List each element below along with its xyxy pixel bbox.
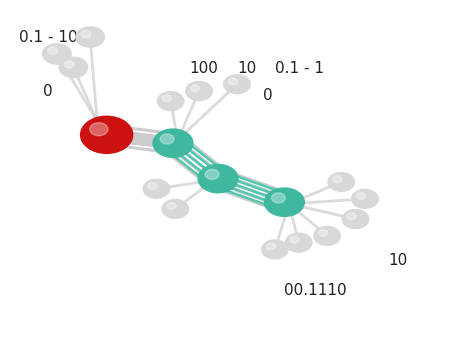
Circle shape: [90, 123, 108, 136]
Circle shape: [266, 243, 275, 250]
Text: 100: 100: [190, 61, 219, 76]
Circle shape: [333, 176, 342, 182]
Text: 10: 10: [389, 253, 408, 268]
Circle shape: [352, 189, 378, 208]
Circle shape: [148, 183, 157, 189]
Text: 0.1 - 100: 0.1 - 100: [19, 30, 87, 45]
Text: 00.1110: 00.1110: [284, 283, 347, 298]
Circle shape: [285, 233, 312, 252]
Circle shape: [314, 226, 340, 245]
Circle shape: [81, 116, 133, 153]
Circle shape: [143, 179, 170, 198]
Circle shape: [59, 57, 88, 78]
Circle shape: [167, 203, 176, 209]
Circle shape: [191, 85, 200, 91]
Circle shape: [43, 44, 71, 64]
Circle shape: [328, 173, 355, 191]
Circle shape: [64, 61, 74, 68]
Circle shape: [47, 47, 58, 54]
Circle shape: [76, 27, 104, 47]
Circle shape: [272, 193, 285, 203]
Circle shape: [162, 95, 171, 101]
Circle shape: [224, 75, 250, 94]
Circle shape: [356, 193, 365, 199]
Circle shape: [160, 134, 174, 144]
Circle shape: [157, 92, 184, 111]
Text: 0: 0: [43, 84, 52, 99]
Text: 10: 10: [237, 61, 256, 76]
Circle shape: [198, 164, 238, 193]
Circle shape: [342, 210, 369, 228]
Circle shape: [153, 129, 193, 157]
Circle shape: [319, 230, 328, 236]
Circle shape: [162, 200, 189, 218]
Circle shape: [205, 170, 219, 179]
Circle shape: [264, 188, 304, 216]
Circle shape: [81, 30, 91, 37]
Circle shape: [290, 237, 299, 243]
Circle shape: [347, 213, 356, 219]
Circle shape: [262, 240, 288, 259]
Text: 0: 0: [263, 88, 273, 103]
Circle shape: [186, 82, 212, 100]
Circle shape: [228, 78, 237, 85]
Text: 0.1 - 1: 0.1 - 1: [275, 61, 324, 76]
